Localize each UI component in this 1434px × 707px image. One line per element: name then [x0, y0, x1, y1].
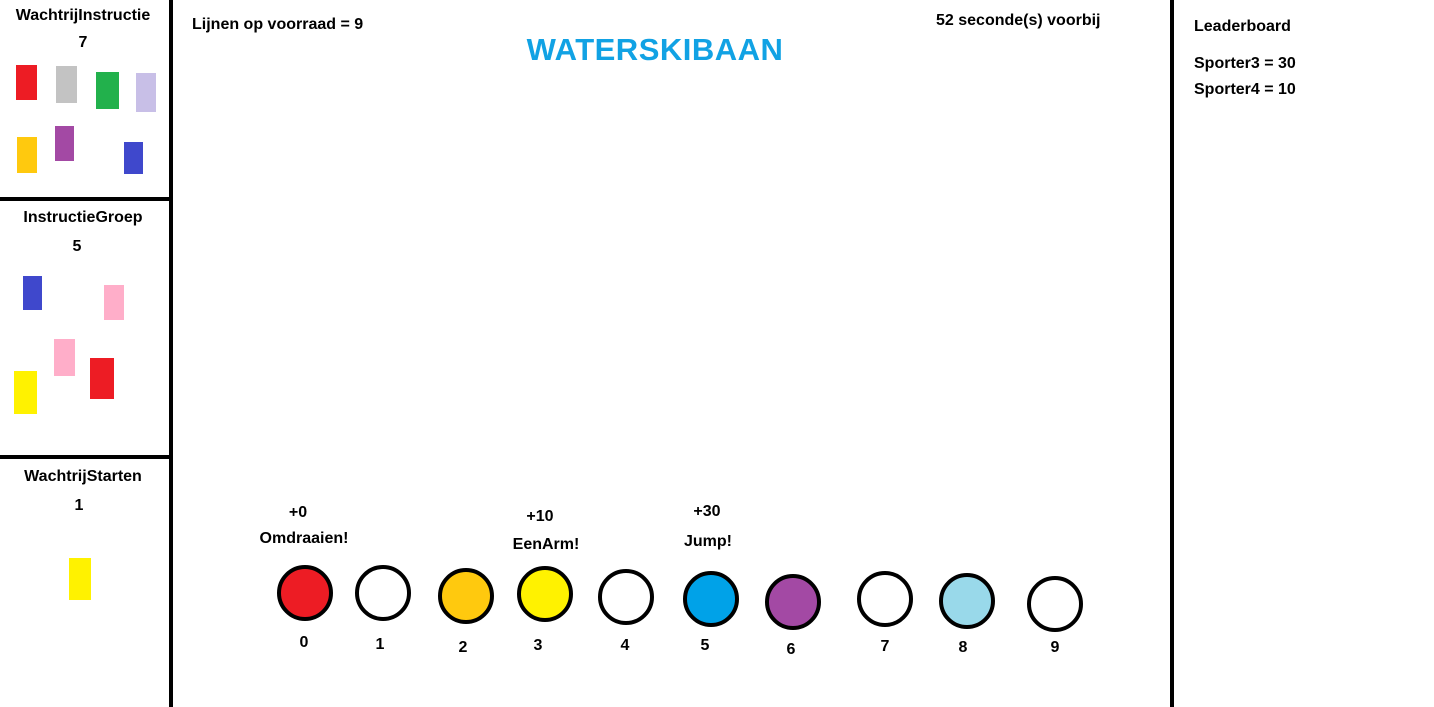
line-number-8: 8: [958, 639, 968, 656]
line-number-7: 7: [880, 638, 890, 655]
wachtrij-starten-title: WachtrijStarten: [24, 468, 142, 485]
group-block: [104, 285, 124, 320]
line-number-1: 1: [375, 636, 385, 653]
queue-block: [55, 126, 74, 161]
line-0-trick: Omdraaien!: [259, 530, 349, 547]
line-circle-4[interactable]: [598, 569, 654, 625]
line-circle-1[interactable]: [355, 565, 411, 621]
line-circle-0[interactable]: [277, 565, 333, 621]
line-number-5: 5: [700, 637, 710, 654]
wachtrij-instructie-title: WachtrijInstructie: [15, 7, 151, 24]
lines-stock-label: Lijnen op voorraad = 9: [192, 16, 364, 33]
group-block: [54, 339, 75, 376]
queue-block: [17, 137, 37, 173]
line-number-9: 9: [1050, 639, 1060, 656]
line-circle-3[interactable]: [517, 566, 573, 622]
elapsed-time-label: 52 seconde(s) voorbij: [936, 12, 1101, 29]
panel-divider-1: [0, 197, 170, 201]
queue-block: [136, 73, 156, 112]
line-0-points: +0: [288, 504, 308, 521]
line-number-4: 4: [620, 637, 630, 654]
group-block: [14, 371, 37, 414]
wachtrij-instructie-count: 7: [78, 34, 88, 51]
leaderboard-title: Leaderboard: [1194, 18, 1291, 35]
line-circle-2[interactable]: [438, 568, 494, 624]
leaderboard-entry: Sporter3 = 30: [1194, 55, 1296, 72]
line-circle-9[interactable]: [1027, 576, 1083, 632]
instructie-groep-count: 5: [72, 238, 82, 255]
line-5-points: +30: [693, 503, 721, 520]
queue-block: [124, 142, 143, 174]
queue-block: [56, 66, 77, 103]
panel-divider-2: [0, 455, 170, 459]
line-circle-5[interactable]: [683, 571, 739, 627]
line-3-trick: EenArm!: [512, 536, 580, 553]
line-number-2: 2: [458, 639, 468, 656]
line-circle-7[interactable]: [857, 571, 913, 627]
start-block: [69, 558, 91, 600]
right-divider: [1170, 0, 1174, 707]
queue-block: [96, 72, 119, 109]
group-block: [90, 358, 114, 399]
line-circle-6[interactable]: [765, 574, 821, 630]
group-block: [23, 276, 42, 310]
line-circle-8[interactable]: [939, 573, 995, 629]
left-divider: [169, 0, 173, 707]
instructie-groep-title: InstructieGroep: [23, 209, 143, 226]
line-number-0: 0: [299, 634, 309, 651]
game-title: WATERSKIBAAN: [526, 32, 784, 67]
line-5-trick: Jump!: [684, 533, 732, 550]
queue-block: [16, 65, 37, 100]
line-number-6: 6: [786, 641, 796, 658]
line-number-3: 3: [533, 637, 543, 654]
leaderboard-entry: Sporter4 = 10: [1194, 81, 1296, 98]
line-3-points: +10: [526, 508, 554, 525]
wachtrij-starten-count: 1: [74, 497, 84, 514]
